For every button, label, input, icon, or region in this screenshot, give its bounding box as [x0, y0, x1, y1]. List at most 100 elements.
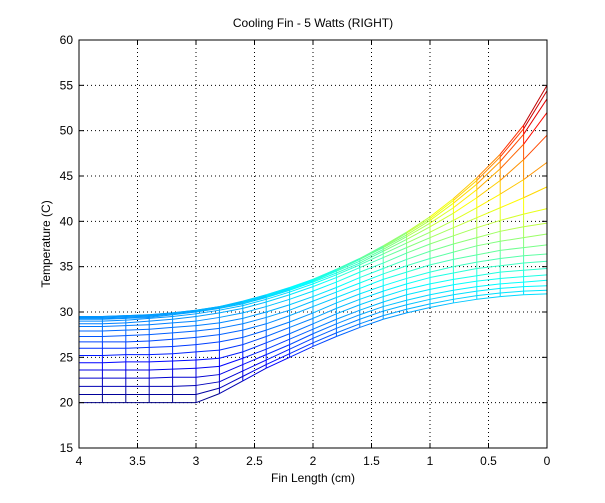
series-segment	[172, 330, 197, 334]
series-segment	[242, 316, 267, 325]
series-segment	[289, 283, 314, 293]
series-segment	[383, 258, 407, 269]
series-segment	[312, 327, 337, 339]
series-segment	[195, 393, 220, 404]
series-segment	[453, 286, 477, 291]
y-tick-label: 20	[60, 396, 74, 410]
series-segment	[359, 245, 384, 259]
series-segment	[453, 197, 478, 214]
series-segment	[289, 290, 314, 300]
series-segment	[125, 320, 150, 324]
series-segment	[429, 202, 454, 221]
series-segment	[500, 226, 524, 232]
series-segment	[172, 359, 197, 362]
series-group	[79, 85, 548, 404]
series-segment	[429, 251, 454, 259]
series-segment	[312, 274, 337, 285]
series-segment	[429, 258, 454, 266]
series-segment	[242, 348, 267, 359]
series-segment	[102, 316, 126, 318]
y-axis-label: Temperature (C)	[39, 200, 53, 287]
series-segment	[195, 357, 220, 361]
series-line	[79, 233, 548, 337]
chart-title: Cooling Fin - 5 Watts (RIGHT)	[233, 16, 393, 30]
series-segment	[195, 334, 220, 338]
series-segment	[523, 98, 548, 135]
series-segment	[453, 267, 477, 274]
series-segment	[336, 264, 360, 276]
series-segment	[289, 337, 314, 350]
series-line	[79, 134, 548, 320]
series-segment	[265, 348, 290, 361]
series-segment	[102, 319, 126, 322]
series-line	[79, 222, 548, 332]
series-segment	[242, 364, 267, 377]
x-axis-label: Fin Length (cm)	[271, 471, 355, 485]
x-tick-label: 3	[193, 454, 200, 468]
series-segment	[336, 287, 360, 298]
series-segment	[523, 293, 548, 296]
series-segment	[289, 296, 314, 306]
series-segment	[523, 85, 548, 126]
series-segment	[102, 317, 126, 320]
series-segment	[312, 297, 337, 308]
series-segment	[429, 278, 454, 285]
series-segment	[429, 235, 454, 245]
series-segment	[453, 189, 478, 209]
series-segment	[242, 295, 267, 303]
series-segment	[219, 317, 243, 324]
series-segment	[500, 290, 524, 294]
series-segment	[523, 134, 548, 161]
series-segment	[476, 240, 501, 247]
series-segment	[336, 326, 360, 337]
series-segment	[149, 312, 173, 316]
series-segment	[312, 318, 337, 330]
series-segment	[523, 253, 548, 257]
series-segment	[453, 180, 478, 201]
series-segment	[266, 333, 290, 344]
series-segment	[289, 281, 314, 291]
x-tick-label: 1	[427, 454, 434, 468]
series-segment	[336, 271, 360, 283]
series-segment	[266, 321, 290, 331]
series-segment	[453, 275, 477, 280]
series-segment	[242, 297, 267, 305]
series-segment	[476, 207, 501, 219]
series-segment	[429, 219, 454, 233]
series-segment	[406, 264, 431, 273]
series-segment	[382, 234, 407, 249]
series-segment	[312, 272, 337, 283]
series-segment	[476, 265, 501, 269]
series-segment	[500, 294, 524, 298]
series-segment	[453, 217, 477, 229]
series-segment	[383, 252, 407, 264]
series-segment	[382, 239, 407, 252]
series-segment	[383, 283, 407, 292]
series-segment	[312, 277, 337, 288]
series-segment	[102, 354, 126, 357]
series-segment	[289, 317, 314, 328]
series-segment	[149, 332, 173, 336]
series-segment	[406, 298, 431, 306]
series-line	[79, 279, 548, 379]
series-segment	[359, 250, 384, 264]
series-segment	[476, 180, 501, 199]
series-segment	[453, 183, 478, 204]
series-segment	[383, 265, 407, 275]
series-segment	[523, 222, 548, 228]
series-segment	[149, 313, 173, 317]
series-segment	[289, 333, 314, 346]
series-segment	[476, 283, 501, 288]
series-segment	[172, 384, 197, 387]
series-segment	[406, 277, 431, 285]
series-segment	[359, 310, 384, 320]
series-segment	[476, 193, 501, 209]
series-segment	[476, 219, 501, 229]
series-segment	[359, 253, 384, 266]
series-segment	[523, 267, 548, 271]
series-segment	[500, 262, 524, 267]
series-segment	[336, 318, 360, 329]
series-segment	[125, 316, 150, 318]
series-segment	[219, 312, 243, 318]
